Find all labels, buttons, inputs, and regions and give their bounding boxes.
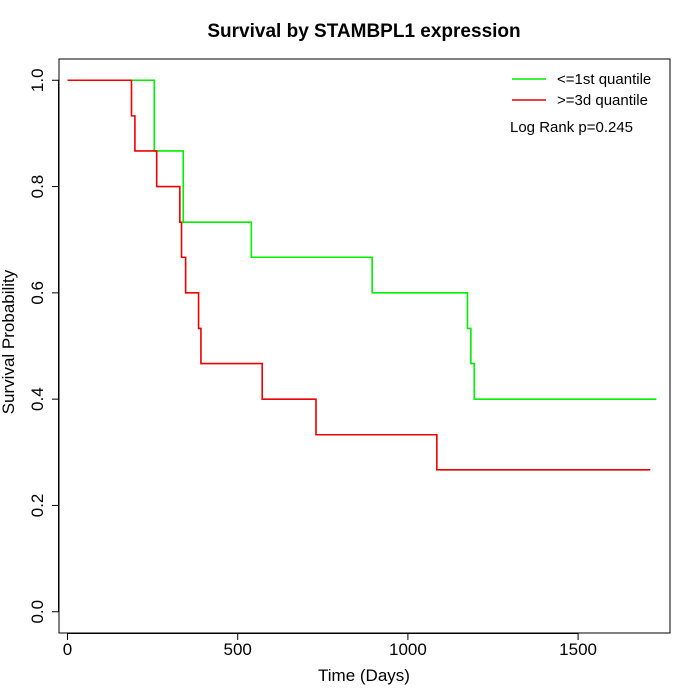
y-axis-label: Survival Probability xyxy=(0,269,18,414)
axes: 0 500 1000 1500 0.0 0.2 0.4 0.6 0.8 1.0 xyxy=(28,68,597,659)
y-tick-label: 1.0 xyxy=(28,68,47,92)
x-tick-label: 1000 xyxy=(389,640,427,659)
x-axis-label: Time (Days) xyxy=(318,666,410,685)
log-rank-annotation: Log Rank p=0.245 xyxy=(510,119,633,136)
y-tick-label: 0.6 xyxy=(28,281,47,305)
x-tick-label: 1500 xyxy=(559,640,597,659)
plot-frame xyxy=(58,58,671,634)
series-layer xyxy=(67,79,657,471)
y-tick-label: 0.2 xyxy=(28,494,47,518)
legend-label-series-1: <=1st quantile xyxy=(557,71,651,88)
x-tick-label: 0 xyxy=(63,640,72,659)
y-tick-label: 0.4 xyxy=(28,387,47,411)
chart-title: Survival by STAMBPL1 expression xyxy=(207,21,520,42)
legend: <=1st quantile >=3d quantile xyxy=(512,71,651,109)
series-line-2 xyxy=(67,79,651,471)
series-line-1 xyxy=(67,79,657,400)
x-tick-label: 500 xyxy=(224,640,252,659)
y-tick-label: 0.8 xyxy=(28,175,47,199)
y-tick-label: 0.0 xyxy=(28,600,47,624)
legend-label-series-2: >=3d quantile xyxy=(557,92,648,109)
